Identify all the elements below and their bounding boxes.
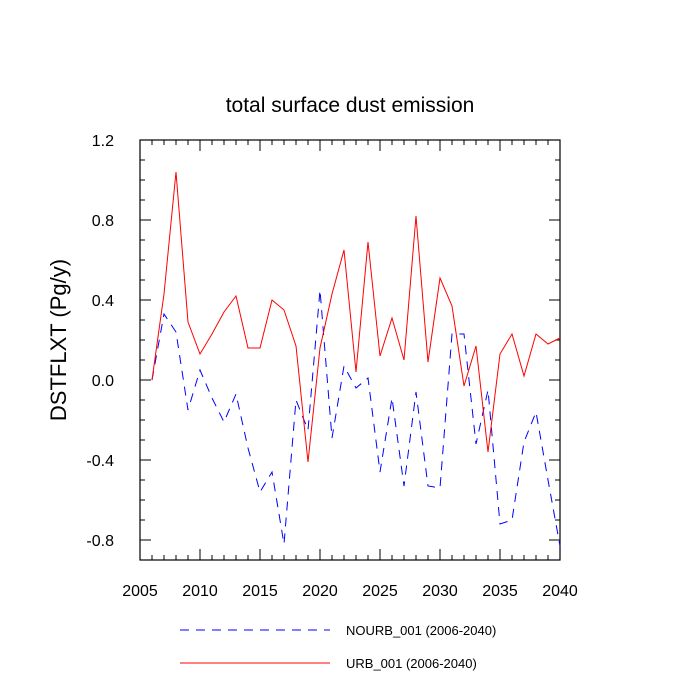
legend-label: URB_001 (2006-2040) [346,656,477,671]
series-line-urb-001 [151,171,561,463]
series-line-nourb-001 [151,289,561,547]
y-tick-label: 1.2 [92,133,114,150]
y-tick-label: 0.8 [92,213,114,230]
y-axis-label: DSTFLXT (Pg/y) [46,259,71,421]
y-tick-label: 0.4 [92,293,114,310]
x-tick-label: 2015 [242,583,278,600]
legend: NOURB_001 (2006-2040) URB_001 (2006-2040) [180,623,496,671]
x-tick-label: 2035 [482,583,518,600]
x-tick-label: 2040 [542,583,578,600]
y-tick-label: -0.4 [86,453,114,470]
x-tick-label: 2025 [362,583,398,600]
legend-label: NOURB_001 (2006-2040) [346,623,496,638]
y-tick-label: 0.0 [92,373,114,390]
y-tick-label: -0.8 [86,533,114,550]
chart-title: total surface dust emission [226,94,475,117]
x-tick-label: 2020 [302,583,338,600]
plot-frame [139,139,561,561]
x-tick-label: 2005 [122,583,158,600]
x-tick-label: 2030 [422,583,458,600]
x-tick-label: 2010 [182,583,218,600]
plot-area: 2005 2010 2015 2020 2025 2030 2035 2040 -0.8 -0.4… [86,133,577,600]
